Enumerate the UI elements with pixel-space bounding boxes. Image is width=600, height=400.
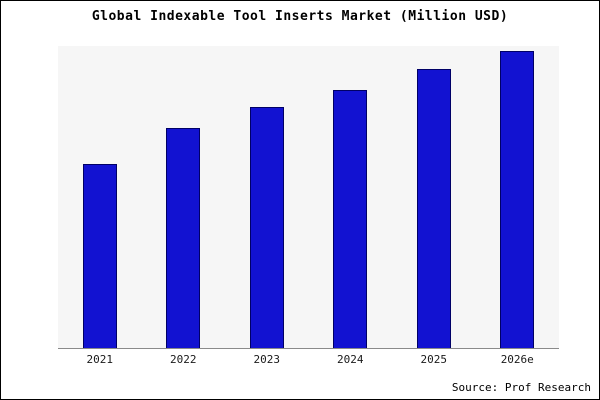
x-tick-label-2022: 2022	[170, 353, 197, 366]
plot-area	[58, 46, 559, 349]
bar-2025	[416, 69, 451, 348]
bar-2024	[333, 90, 368, 348]
x-tick-label-2026e: 2026e	[500, 353, 534, 366]
x-axis-tick-labels: 2021 2022 2023 2024 2025 2026e	[58, 353, 559, 366]
bar-2021	[82, 164, 117, 348]
x-tick-label-2025: 2025	[420, 353, 448, 366]
bar-2022	[166, 128, 201, 348]
bar-2023	[249, 107, 284, 348]
bar-2026e	[500, 51, 535, 348]
x-tick-label-2024: 2024	[337, 353, 364, 366]
chart-title: Global Indexable Tool Inserts Market (Mi…	[91, 9, 509, 24]
x-tick-label-2023: 2023	[253, 353, 281, 366]
source-note: Source: Prof Research	[451, 381, 591, 394]
x-tick-label-2021: 2021	[86, 353, 114, 366]
